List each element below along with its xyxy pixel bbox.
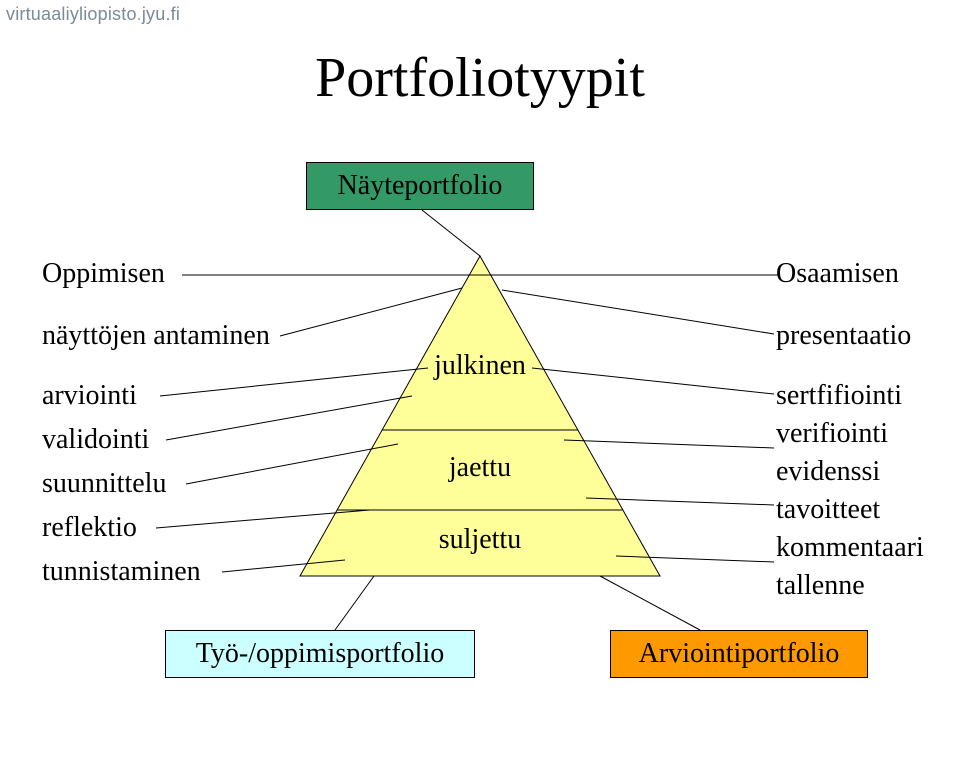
right-item: presentaatio: [776, 320, 911, 352]
left-item: näyttöjen antaminen: [42, 320, 270, 352]
leader-left: [160, 368, 428, 396]
left-item: arviointi: [42, 380, 137, 412]
left-item: validointi: [42, 424, 149, 456]
leader-right: [532, 368, 774, 394]
leader-right: [502, 290, 774, 334]
left-item: reflektio: [42, 512, 137, 544]
right-item: verifiointi: [776, 418, 888, 450]
box-nayteportfolio: Näyteportfolio: [306, 162, 534, 210]
connector-line: [335, 576, 374, 630]
right-item: tallenne: [776, 570, 865, 602]
right-item: tavoitteet: [776, 494, 880, 526]
box-tyo-oppimisportfolio: Työ-/oppimisportfolio: [165, 630, 475, 678]
right-header: Osaamisen: [776, 258, 899, 290]
connector-line: [422, 210, 480, 256]
right-item: sertfifiointi: [776, 380, 902, 412]
right-item: kommentaari: [776, 532, 924, 564]
left-item: tunnistaminen: [42, 556, 201, 588]
triangle-label: jaettu: [400, 452, 560, 484]
box-arviointiportfolio: Arviointiportfolio: [610, 630, 868, 678]
left-header: Oppimisen: [42, 258, 165, 290]
leader-left: [280, 288, 462, 336]
box-arviointi-label: Arviointiportfolio: [639, 638, 840, 670]
left-item: suunnittelu: [42, 468, 166, 500]
leader-right: [564, 440, 774, 448]
box-nayteportfolio-label: Näyteportfolio: [338, 170, 503, 202]
connector-line: [600, 576, 700, 630]
leader-left: [166, 396, 412, 440]
triangle-label: suljettu: [400, 524, 560, 556]
right-item: evidenssi: [776, 456, 880, 488]
box-tyo-label: Työ-/oppimisportfolio: [196, 638, 444, 670]
triangle-label: julkinen: [400, 350, 560, 382]
